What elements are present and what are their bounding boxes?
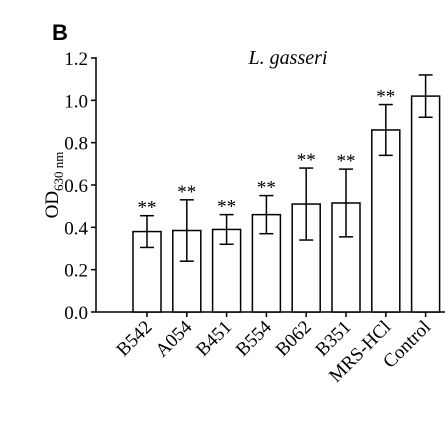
significance-label: ** [257,178,276,199]
significance-label: ** [376,87,395,108]
x-tick-label: B542 [113,317,157,361]
x-tick-label: B554 [232,316,276,360]
x-tick-label: B451 [192,317,236,361]
chart-title: L. gasseri [248,47,328,69]
x-tick-label: A054 [152,316,197,361]
significance-label: ** [217,197,236,218]
y-tick-label: 0.6 [64,176,88,197]
y-tick-label: 0.0 [64,303,88,324]
significance-label: ** [138,198,157,219]
bar [410,95,441,313]
y-label-main: OD [42,191,63,218]
y-tick-label: 0.2 [64,261,88,282]
y-tick-label: 0.8 [64,134,88,155]
significance-label: ** [177,182,196,203]
panel-label: B [52,20,68,45]
y-label-sub: 630 nm [51,152,66,191]
y-tick-label: 1.0 [64,91,88,112]
x-tick-label: B062 [272,317,316,361]
y-tick-label: 0.4 [64,218,88,239]
bar [371,129,401,313]
y-tick-label: 1.2 [64,49,88,70]
significance-label: ** [337,151,356,172]
significance-label: ** [297,150,316,171]
y-axis-label: OD630 nm [42,152,66,219]
